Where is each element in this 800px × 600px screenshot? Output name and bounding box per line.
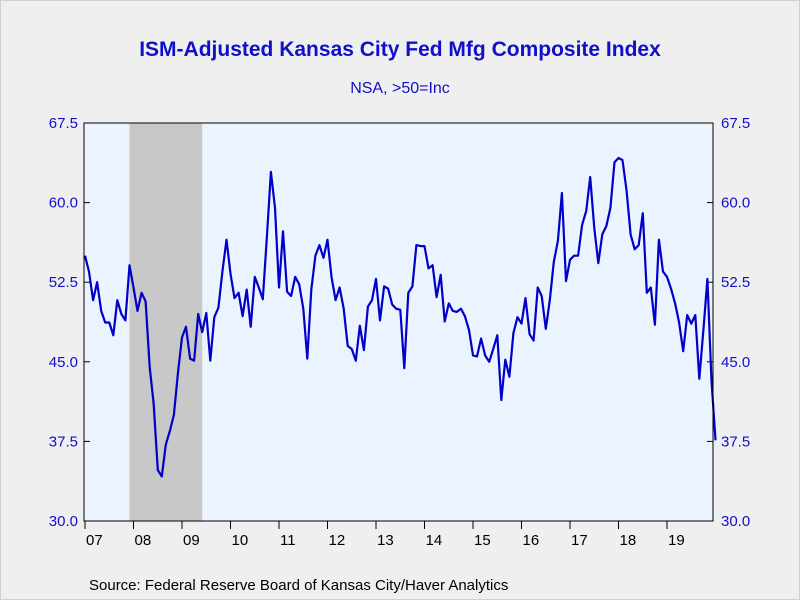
right-y-tick-label: 30.0 [721, 513, 750, 530]
x-tick-label: 10 [232, 532, 249, 549]
left-y-tick-label: 37.5 [49, 433, 78, 450]
right-y-tick-label: 45.0 [721, 354, 750, 371]
left-y-tick-label: 60.0 [49, 195, 78, 212]
left-y-tick-label: 45.0 [49, 354, 78, 371]
x-tick-label: 12 [329, 532, 346, 549]
axis-labels: 30.0 30.0 37.5 37.5 45.0 45.0 52.5 52.5 60.0 60.0… [49, 115, 750, 549]
left-y-tick-label: 52.5 [49, 274, 78, 291]
x-tick-label: 19 [668, 532, 685, 549]
left-y-tick-label: 30.0 [49, 513, 78, 530]
x-tick-label: 14 [426, 532, 443, 549]
series-line [83, 156, 717, 478]
x-tick-label: 07 [86, 532, 103, 549]
chart-subtitle: NSA, >50=Inc [350, 80, 450, 97]
x-tick-label: 18 [620, 532, 637, 549]
chart-source: Source: Federal Reserve Board of Kansas … [89, 577, 509, 594]
x-tick-label: 16 [523, 532, 540, 549]
recession-band [129, 123, 203, 521]
x-tick-label: 08 [135, 532, 152, 549]
x-tick-label: 13 [377, 532, 394, 549]
right-y-tick-label: 67.5 [721, 115, 750, 132]
right-y-tick-label: 60.0 [721, 195, 750, 212]
chart-title: ISM-Adjusted Kansas City Fed Mfg Composi… [139, 38, 661, 61]
x-tick-label: 17 [571, 532, 588, 549]
left-y-tick-label: 67.5 [49, 115, 78, 132]
x-tick-label: 11 [280, 532, 296, 549]
right-y-tick-label: 52.5 [721, 274, 750, 291]
right-y-tick-label: 37.5 [721, 433, 750, 450]
x-tick-label: 09 [183, 532, 200, 549]
x-tick-label: 15 [474, 532, 491, 549]
plot-border [83, 122, 714, 522]
